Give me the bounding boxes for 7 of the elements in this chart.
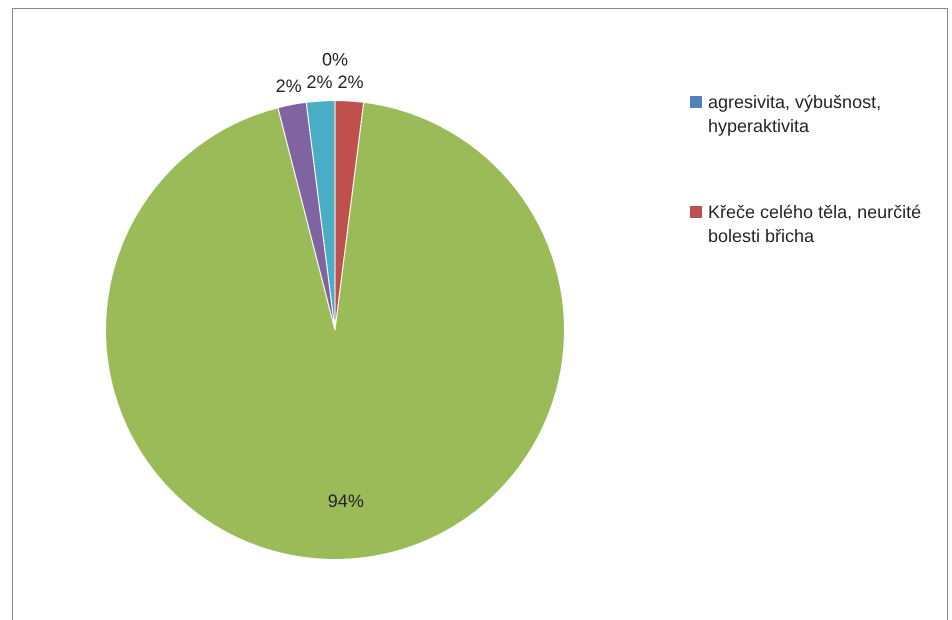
data-label: 94% — [328, 490, 364, 511]
data-label: 2% — [276, 76, 302, 96]
text: 0% — [322, 49, 348, 70]
data-label: 2% — [306, 72, 332, 92]
legend-label: Křeče celého těla, neurčité bolesti břicha — [708, 201, 922, 248]
legend-label: agresivita, výbušnost, hyperaktivita — [708, 91, 882, 138]
data-label: 2% — [338, 72, 364, 92]
